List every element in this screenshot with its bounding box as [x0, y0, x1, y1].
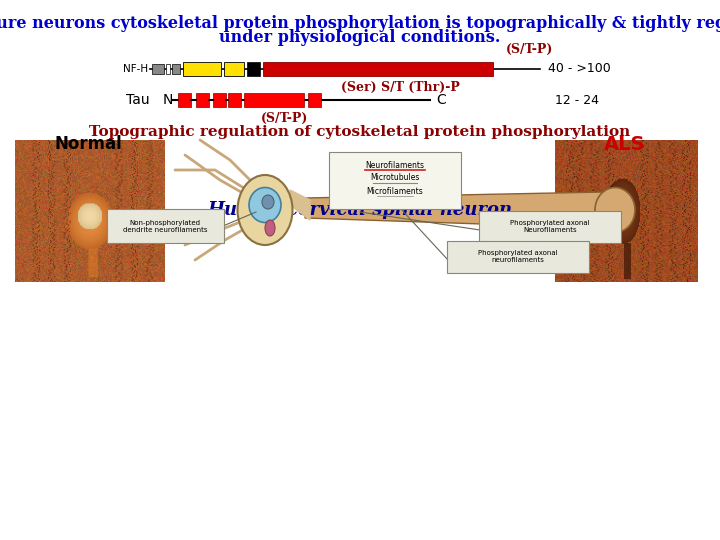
Text: (S/T-P): (S/T-P): [261, 112, 309, 125]
Text: Normal: Normal: [54, 135, 122, 153]
Bar: [213, 93, 226, 107]
FancyBboxPatch shape: [479, 211, 621, 243]
Text: Neurofilaments: Neurofilaments: [366, 160, 425, 170]
Ellipse shape: [262, 195, 274, 209]
Ellipse shape: [238, 175, 292, 245]
Text: Microfilaments: Microfilaments: [366, 186, 423, 195]
Text: (S/T-P): (S/T-P): [506, 43, 554, 56]
Bar: [228, 93, 241, 107]
Bar: [224, 62, 244, 76]
Bar: [196, 93, 209, 107]
Polygon shape: [305, 192, 605, 228]
Bar: [152, 64, 164, 74]
Text: (Ser) S/T (Thr)-P: (Ser) S/T (Thr)-P: [341, 81, 459, 94]
Text: Phosphorylated axonal
neurofilaments: Phosphorylated axonal neurofilaments: [478, 251, 558, 264]
Text: Tau: Tau: [127, 93, 150, 107]
Ellipse shape: [249, 187, 281, 222]
Text: ALS: ALS: [604, 135, 646, 154]
Bar: [247, 62, 260, 76]
Text: under physiological conditions.: under physiological conditions.: [220, 29, 500, 46]
Text: NF-H: NF-H: [123, 64, 148, 74]
FancyBboxPatch shape: [107, 209, 224, 243]
Bar: [172, 64, 180, 74]
Text: N: N: [163, 93, 174, 107]
FancyBboxPatch shape: [329, 152, 461, 209]
Text: Topographic regulation of cytoskeletal protein phosphorylation: Topographic regulation of cytoskeletal p…: [89, 125, 631, 139]
Ellipse shape: [595, 187, 635, 233]
Text: Microtubules: Microtubules: [370, 173, 420, 183]
Bar: [166, 64, 170, 74]
Ellipse shape: [265, 220, 275, 236]
Text: Non-phosphorylated
dendrite neurofilaments: Non-phosphorylated dendrite neurofilamen…: [122, 219, 207, 233]
Text: Human cervical spinal neuron: Human cervical spinal neuron: [207, 201, 513, 219]
Text: Phosphorylated axonal
Neurofilaments: Phosphorylated axonal Neurofilaments: [510, 220, 590, 233]
Text: C: C: [436, 93, 446, 107]
Text: 40 - >100: 40 - >100: [548, 63, 611, 76]
Bar: [178, 93, 191, 107]
Bar: [244, 93, 304, 107]
Text: 12 - 24: 12 - 24: [555, 93, 599, 106]
Bar: [308, 93, 321, 107]
Text: In mature neurons cytoskeletal protein phosphorylation is topographically & tigh: In mature neurons cytoskeletal protein p…: [0, 15, 720, 32]
FancyBboxPatch shape: [447, 241, 589, 273]
Bar: [183, 62, 221, 76]
Bar: [263, 62, 493, 76]
Polygon shape: [290, 190, 310, 220]
